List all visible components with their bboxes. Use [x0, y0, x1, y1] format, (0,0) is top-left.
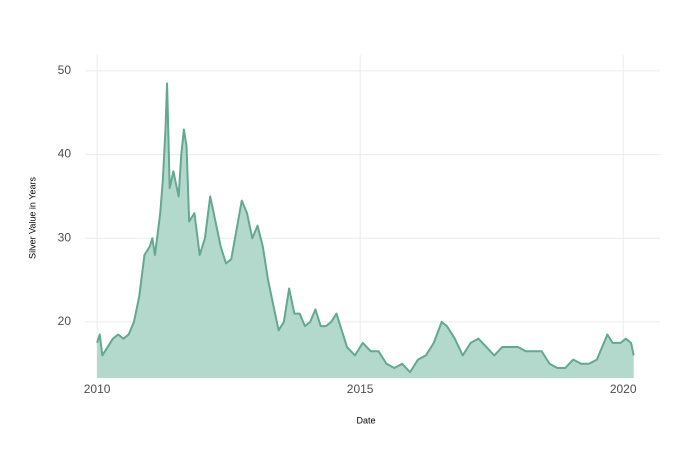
y-tick-label: 40	[58, 147, 72, 161]
x-tick-label: 2010	[84, 382, 111, 396]
y-tick-label: 30	[58, 230, 72, 244]
y-axis-label: Silver Value in Years	[27, 177, 37, 259]
x-tick-label: 2015	[347, 382, 374, 396]
x-axis-label: Date	[356, 415, 375, 425]
line	[96, 82, 635, 374]
y-tick-label: 20	[58, 314, 72, 328]
area	[97, 83, 634, 378]
y-tick-label: 50	[58, 63, 72, 77]
x-tick-label: 2020	[610, 382, 637, 396]
